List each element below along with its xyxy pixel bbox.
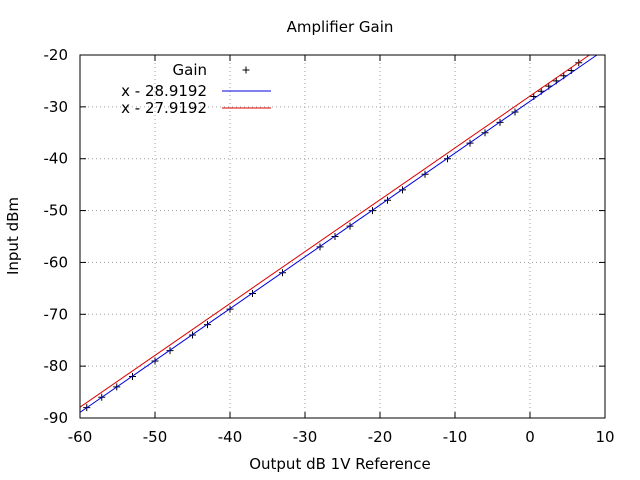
- y-tick-label: -90: [44, 409, 69, 427]
- x-tick-label: -60: [68, 428, 93, 446]
- legend-label: x - 27.9192: [121, 99, 207, 117]
- y-tick-label: -30: [44, 98, 69, 116]
- plot-frame: [79, 54, 606, 419]
- y-tick-label: -40: [44, 150, 69, 168]
- y-tick-label: -80: [44, 357, 69, 375]
- fit-line-2: [79, 54, 590, 408]
- grid-lines: [80, 55, 605, 418]
- legend-label: Gain: [173, 61, 208, 79]
- y-tick-label: -50: [44, 202, 69, 220]
- y-tick-label: -20: [44, 46, 69, 64]
- y-tick-label: -70: [44, 305, 69, 323]
- plot-series: [79, 54, 598, 413]
- legend-marker-swatch: [242, 66, 250, 74]
- x-axis-label: Output dB 1V Reference: [249, 455, 431, 473]
- x-tick-label: -50: [143, 428, 168, 446]
- x-tick-label: 10: [595, 428, 614, 446]
- axis-ticks: -60 -50 -40 -30 -20 -10 0 10 -90 -80 -70 -60 -50 -40 -…: [44, 46, 615, 446]
- chart-title: Amplifier Gain: [287, 18, 394, 36]
- x-tick-label: -30: [293, 428, 318, 446]
- x-tick-label: 0: [525, 428, 535, 446]
- y-axis-label: Input dBm: [4, 197, 22, 275]
- fit-line-1: [79, 54, 598, 413]
- x-tick-label: -40: [218, 428, 243, 446]
- x-tick-label: -20: [368, 428, 393, 446]
- legend-label: x - 28.9192: [121, 82, 207, 100]
- x-tick-label: -10: [443, 428, 468, 446]
- y-tick-label: -60: [44, 253, 69, 271]
